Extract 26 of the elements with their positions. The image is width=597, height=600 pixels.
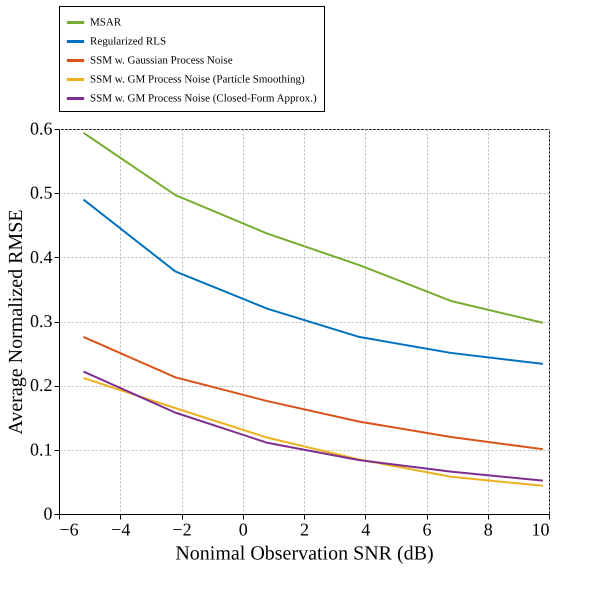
x-tick-label: 8 <box>484 520 493 540</box>
x-tick-label: 6 <box>422 520 432 540</box>
y-tick-label: 0.3 <box>30 311 52 331</box>
y-tick-label: 0.2 <box>30 375 52 396</box>
y-axis-title: Average Normalized RMSE <box>5 209 27 435</box>
y-tick-label: 0.6 <box>30 118 52 138</box>
x-tick-label: 0 <box>238 520 248 540</box>
x-tick-label: 10 <box>532 520 550 540</box>
y-tick-label: 0.4 <box>30 246 52 267</box>
legend-label: MSAR <box>90 16 122 28</box>
line-series <box>82 198 544 365</box>
x-tick-label: 2 <box>300 520 309 540</box>
y-tick-label: 0.5 <box>30 182 52 203</box>
legend-label: SSM w. Gaussian Process Noise <box>90 54 233 66</box>
x-axis-title: Nonimal Observation SNR (dB) <box>175 542 434 564</box>
x-tick-label: −4 <box>111 520 130 540</box>
line-series <box>82 132 544 324</box>
x-tick-label: 4 <box>361 520 370 540</box>
legend-label: SSM w. GM Process Noise (Particle Smoothing) <box>90 74 306 86</box>
legend-label: SSM w. GM Process Noise (Closed-Form Approx.) <box>90 92 317 104</box>
line-series <box>82 336 544 450</box>
x-tick-label: −2 <box>172 520 192 540</box>
legend-label: Regularized RLS <box>90 36 166 48</box>
y-tick-label: 0 <box>44 504 52 524</box>
x-tick-label: −6 <box>60 520 79 540</box>
y-tick-label: 0.1 <box>30 439 52 460</box>
